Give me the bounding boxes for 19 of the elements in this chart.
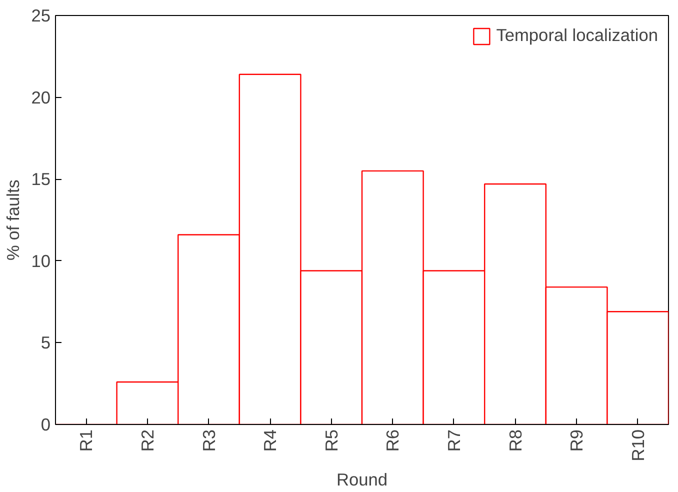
x-tick-label: R10	[628, 429, 648, 462]
y-tick-label: 10	[31, 250, 51, 271]
x-tick-label: R5	[321, 429, 342, 452]
x-axis-title: Round	[336, 469, 388, 490]
x-tick-label: R2	[137, 429, 158, 452]
x-tick-label: R8	[505, 429, 526, 452]
legend-label: Temporal localization	[496, 25, 658, 46]
x-tick-label: R6	[382, 429, 403, 452]
y-tick-label: 15	[31, 169, 51, 190]
x-tick-label: R3	[198, 429, 219, 452]
y-tick-label: 20	[31, 87, 51, 108]
x-tick-label: R1	[76, 429, 96, 452]
x-tick-label: R9	[566, 429, 587, 452]
y-axis-title: % of faults	[3, 179, 24, 260]
y-tick-label: 5	[40, 332, 51, 353]
y-tick-label: 25	[31, 6, 51, 26]
y-tick-label: 0	[40, 414, 51, 434]
x-tick-label: R4	[260, 429, 280, 452]
x-tick-label: R7	[444, 429, 464, 452]
